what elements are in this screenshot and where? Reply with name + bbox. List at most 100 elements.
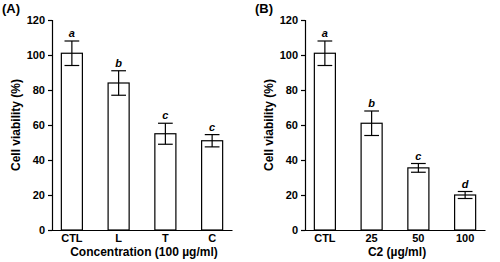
error-bar-cap	[111, 95, 126, 96]
x-tick: 25	[365, 232, 377, 244]
error-bar-cap	[411, 163, 426, 164]
y-tick: 20	[33, 189, 52, 201]
y-tick-label: 40	[33, 154, 45, 166]
y-tick-label: 20	[286, 189, 298, 201]
error-bar-stem	[212, 135, 213, 147]
panel-label: (A)	[2, 1, 20, 16]
annotation: c	[415, 150, 421, 162]
bar	[202, 141, 223, 230]
x-tick: C	[208, 232, 216, 244]
bar	[361, 123, 382, 230]
y-tick-mark	[301, 230, 305, 231]
error-bar	[158, 123, 173, 144]
x-axis-title: C2 (µg/ml)	[368, 245, 426, 259]
y-tick-label: 100	[27, 49, 45, 61]
y-tick: 40	[286, 154, 305, 166]
annotation: c	[162, 109, 168, 121]
x-tick-label: CTL	[61, 232, 83, 244]
error-bar	[364, 111, 379, 136]
y-tick-label: 40	[286, 154, 298, 166]
y-tick: 60	[286, 119, 305, 131]
figure: a b c c 0 20 40 60 80 100 120 CTL L T CConcentration (…	[0, 0, 500, 262]
y-tick-mark	[48, 55, 52, 56]
x-tick-label: 25	[365, 232, 377, 244]
y-tick-mark	[48, 230, 52, 231]
bar	[455, 195, 476, 230]
error-bar-cap	[65, 65, 80, 66]
y-tick: 60	[33, 119, 52, 131]
error-bar-stem	[371, 111, 372, 136]
error-bar	[111, 71, 126, 96]
bar	[108, 83, 129, 230]
error-bar-stem	[118, 71, 119, 96]
bar	[314, 53, 335, 230]
y-tick-label: 20	[33, 189, 45, 201]
y-tick-label: 120	[27, 14, 45, 26]
y-tick: 40	[33, 154, 52, 166]
error-bar-cap	[205, 146, 220, 147]
y-tick: 0	[292, 224, 305, 236]
panel: a b c d 0 20 40 60 80 100 120 CTL 25 50 100 C2 (µg/ml) C…	[255, 1, 486, 259]
y-tick-mark	[48, 20, 52, 21]
annotation: a	[322, 27, 328, 39]
y-tick-label: 0	[292, 224, 298, 236]
error-bar	[205, 135, 220, 147]
error-bar-stem	[324, 41, 325, 66]
y-tick-mark	[301, 125, 305, 126]
y-tick: 0	[39, 224, 52, 236]
error-bar-stem	[165, 123, 166, 144]
y-tick-mark	[301, 55, 305, 56]
bar	[408, 168, 429, 230]
error-bar-cap	[411, 172, 426, 173]
bar	[155, 134, 176, 230]
y-tick-label: 100	[280, 49, 298, 61]
y-tick-mark	[301, 20, 305, 21]
panel-label: (B)	[255, 1, 273, 16]
y-tick: 100	[27, 49, 52, 61]
error-bar-cap	[458, 198, 473, 199]
x-tick: CTL	[61, 232, 83, 244]
x-tick: T	[162, 232, 169, 244]
y-tick-label: 60	[286, 119, 298, 131]
y-tick-label: 120	[280, 14, 298, 26]
plot-area	[314, 41, 475, 230]
x-tick: 50	[412, 232, 424, 244]
y-tick-mark	[48, 90, 52, 91]
error-bar	[458, 192, 473, 199]
bar	[61, 53, 82, 230]
error-bar-cap	[318, 65, 333, 66]
x-tick-label: T	[162, 232, 169, 244]
plot-area	[61, 41, 222, 230]
error-bar	[318, 41, 333, 66]
x-tick-label: CTL	[314, 232, 336, 244]
error-bar-cap	[111, 70, 126, 71]
y-tick: 100	[280, 49, 305, 61]
y-tick-label: 0	[39, 224, 45, 236]
y-tick-mark	[301, 160, 305, 161]
y-axis-line	[301, 21, 306, 231]
x-tick-label: L	[115, 232, 122, 244]
y-axis-title: Cell viability (%)	[262, 79, 276, 171]
y-tick-label: 80	[286, 84, 298, 96]
error-bar-stem	[465, 192, 466, 199]
annotation: d	[462, 178, 469, 190]
x-tick-label: 50	[412, 232, 424, 244]
error-bar-cap	[364, 110, 379, 111]
annotation: c	[209, 121, 215, 133]
panel: abcc020406080100120CTLLTCConcentration (…	[2, 1, 233, 259]
error-bar-cap	[205, 134, 220, 135]
x-tick: L	[115, 232, 122, 244]
x-axis-title: Concentration (100 µg/ml)	[70, 245, 218, 259]
y-tick-mark	[301, 195, 305, 196]
annotation: b	[368, 97, 375, 109]
x-axis: CTL L T C	[53, 231, 233, 244]
y-tick-label: 60	[33, 119, 45, 131]
error-bar-stem	[71, 41, 72, 66]
y-axis-line	[48, 21, 53, 231]
y-tick-mark	[48, 125, 52, 126]
error-bar-cap	[65, 40, 80, 41]
x-tick-label: C	[208, 232, 216, 244]
x-tick: 100	[456, 232, 474, 244]
y-tick: 120	[27, 14, 52, 26]
error-bar-cap	[158, 123, 173, 124]
